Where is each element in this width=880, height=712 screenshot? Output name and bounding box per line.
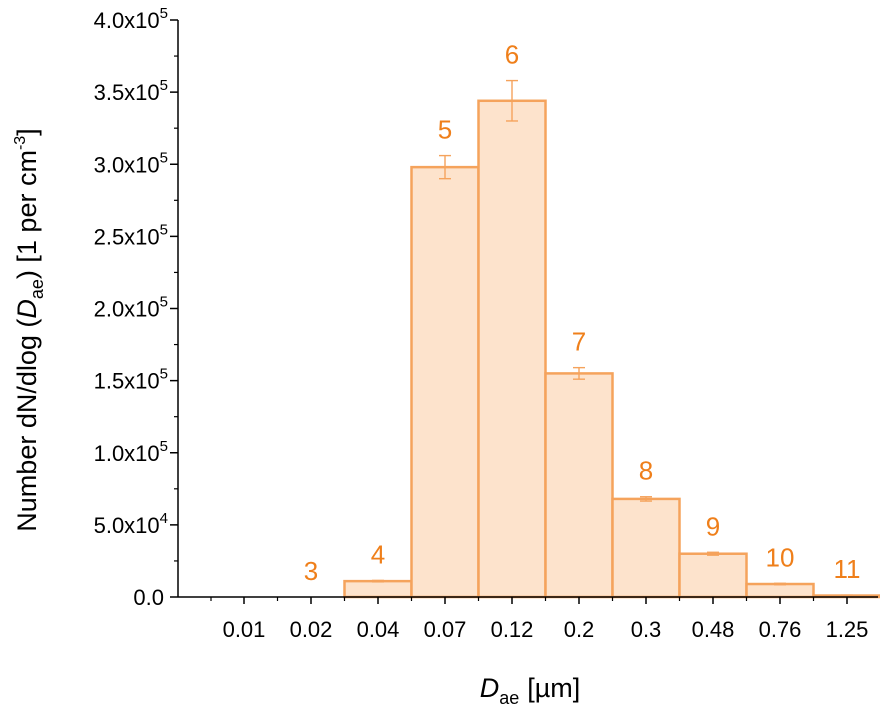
y-axis-title-suffix: ) [1 per cm xyxy=(12,150,42,279)
y-axis-title: Number dN/dlog (Dae) [1 per cm-3] xyxy=(12,128,47,531)
error-bar-6 xyxy=(506,79,518,122)
bar-label-11: 11 xyxy=(834,554,861,584)
error-bar-10 xyxy=(774,582,786,586)
y-tick-exponent: 4 xyxy=(160,510,168,527)
error-bar-9 xyxy=(707,551,719,556)
x-axis-title: Dae [µm] xyxy=(480,673,581,708)
y-tick-exponent: 5 xyxy=(160,294,168,311)
y-tick-mantissa: 5.0x10 xyxy=(94,513,160,538)
y-tick-mantissa: 1.5x10 xyxy=(94,369,160,394)
y-tick-label: 3.0x105 xyxy=(94,149,168,177)
y-tick-exponent: 5 xyxy=(160,149,168,166)
y-axis-title-exponent: -3 xyxy=(12,136,29,150)
error-bar-8 xyxy=(640,496,652,502)
bar-10 xyxy=(745,582,815,599)
bar-label-9: 9 xyxy=(706,511,720,541)
bar-label-7: 7 xyxy=(572,327,586,357)
axes-layer: 0.05.0x1041.0x1051.5x1052.0x1052.5x1053.… xyxy=(94,5,878,642)
bar-5 xyxy=(410,165,480,599)
y-tick-mantissa: 2.5x10 xyxy=(94,224,160,249)
y-tick-label: 4.0x105 xyxy=(94,5,168,33)
y-tick-label: 0.0 xyxy=(133,585,164,610)
y-tick-exponent: 5 xyxy=(160,438,168,455)
x-tick-label: 0.01 xyxy=(223,617,266,642)
y-tick-exponent: 5 xyxy=(160,221,168,238)
error-bar-4 xyxy=(372,579,384,583)
y-axis-title-subscript: ae xyxy=(27,279,47,299)
y-tick-exponent: 5 xyxy=(160,366,168,383)
x-tick-label: 0.76 xyxy=(759,617,802,642)
bar-label-4: 4 xyxy=(371,539,385,569)
y-tick-mantissa: 4.0x10 xyxy=(94,8,160,33)
y-tick-mantissa: 2.0x10 xyxy=(94,297,160,322)
x-axis-title-symbol: D xyxy=(480,673,500,703)
x-tick-label: 0.3 xyxy=(631,617,662,642)
x-tick-label: 0.07 xyxy=(424,617,467,642)
y-axis-title-symbol: D xyxy=(12,299,42,319)
bar-label-3: 3 xyxy=(304,556,318,586)
x-tick-label: 0.2 xyxy=(564,617,595,642)
y-tick-exponent: 5 xyxy=(160,77,168,94)
error-bar-5 xyxy=(439,154,451,180)
bars-layer xyxy=(343,79,880,599)
labels-layer: 3 4 5 6 7 8 9 10 11 xyxy=(304,40,861,586)
y-tick-label: 2.0x105 xyxy=(94,294,168,322)
y-tick-mantissa: 1.0x10 xyxy=(94,441,160,466)
y-tick-label: 5.0x104 xyxy=(94,510,168,538)
x-tick-label: 0.48 xyxy=(692,617,735,642)
x-axis-title-unit: [µm] xyxy=(527,673,580,703)
bar-7 xyxy=(544,372,614,599)
bar-6 xyxy=(477,99,547,599)
bar-label-6: 6 xyxy=(505,40,519,70)
y-tick-mantissa: 0.0 xyxy=(133,585,164,610)
y-tick-exponent: 5 xyxy=(160,5,168,22)
bar-8 xyxy=(611,497,681,599)
y-tick-mantissa: 3.5x10 xyxy=(94,80,160,105)
y-axis-title-prefix: Number dN/dlog ( xyxy=(12,319,42,532)
y-tick-label: 1.0x105 xyxy=(94,438,168,466)
bar-9 xyxy=(678,552,748,599)
x-tick-label: 1.25 xyxy=(826,617,869,642)
y-tick-mantissa: 3.0x10 xyxy=(94,152,160,177)
bar-4 xyxy=(343,579,413,599)
bar-label-5: 5 xyxy=(438,115,452,145)
y-axis-title-close: ] xyxy=(12,128,42,136)
y-tick-label: 1.5x105 xyxy=(94,366,168,394)
x-tick-label: 0.02 xyxy=(290,617,333,642)
y-tick-label: 2.5x105 xyxy=(94,221,168,249)
error-bar-7 xyxy=(573,366,585,380)
x-tick-label: 0.12 xyxy=(491,617,534,642)
bar-label-10: 10 xyxy=(766,542,795,572)
x-tick-label: 0.04 xyxy=(357,617,400,642)
y-tick-label: 3.5x105 xyxy=(94,77,168,105)
error-bar-11 xyxy=(841,594,853,597)
bar-label-8: 8 xyxy=(639,456,653,486)
x-axis-title-subscript: ae xyxy=(499,688,519,708)
